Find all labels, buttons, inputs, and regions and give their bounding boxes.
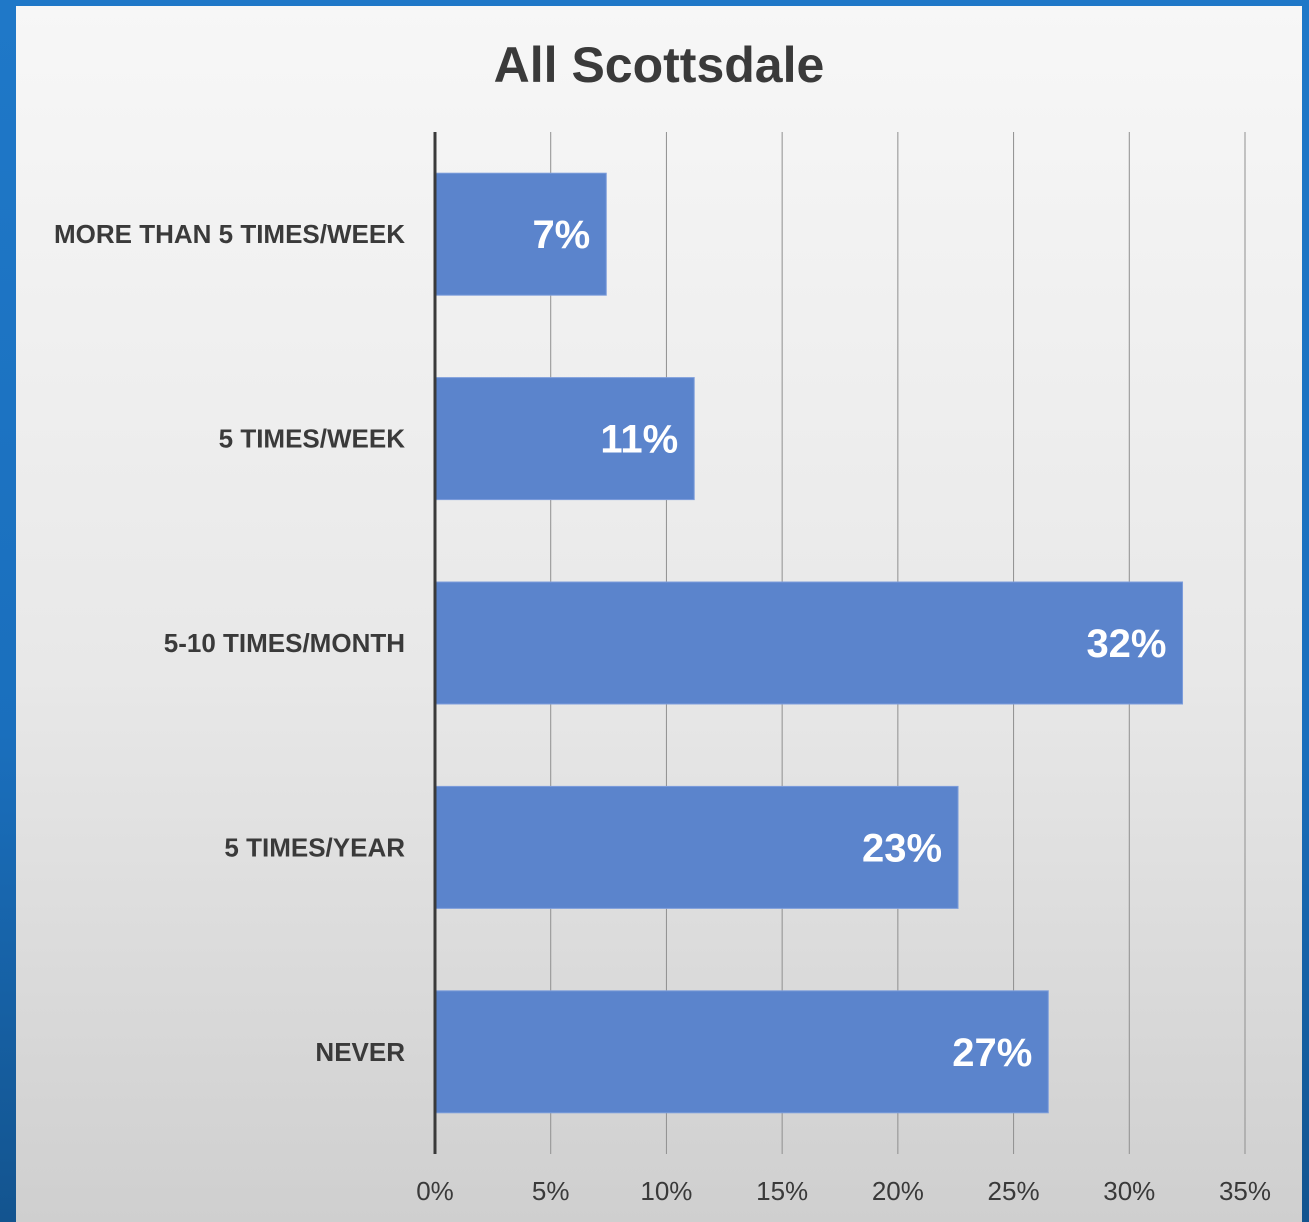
data-label: 27%	[952, 1031, 1032, 1075]
bar	[434, 581, 1184, 705]
category-label: NEVER	[315, 1037, 405, 1067]
data-label: 32%	[1086, 622, 1166, 666]
chart-title: All Scottsdale	[493, 37, 825, 93]
x-tick-label: 10%	[640, 1176, 692, 1206]
x-tick-label: 15%	[756, 1176, 808, 1206]
chart-panel: All Scottsdale 7% MORE THAN 5 TIMES/WEEK 1…	[16, 6, 1302, 1222]
bar	[434, 785, 959, 909]
category-label: 5 TIMES/YEAR	[224, 832, 405, 862]
x-tick-label: 35%	[1219, 1176, 1271, 1206]
x-tick-label: 25%	[988, 1176, 1040, 1206]
bar	[434, 172, 607, 296]
category-label: 5-10 TIMES/MONTH	[164, 628, 405, 658]
category-label: 5 TIMES/WEEK	[219, 424, 406, 454]
data-label: 7%	[532, 213, 590, 257]
category-label: MORE THAN 5 TIMES/WEEK	[54, 219, 405, 249]
data-label: 23%	[862, 826, 942, 870]
x-tick-label: 0%	[416, 1176, 454, 1206]
bar	[434, 990, 1049, 1114]
x-tick-label: 5%	[532, 1176, 570, 1206]
x-tick-label: 20%	[872, 1176, 924, 1206]
data-label: 11%	[600, 418, 678, 462]
x-tick-label: 30%	[1103, 1176, 1155, 1206]
bar-chart: 7% MORE THAN 5 TIMES/WEEK 11% 5 TIMES/WEEK 3…	[54, 132, 1271, 1206]
